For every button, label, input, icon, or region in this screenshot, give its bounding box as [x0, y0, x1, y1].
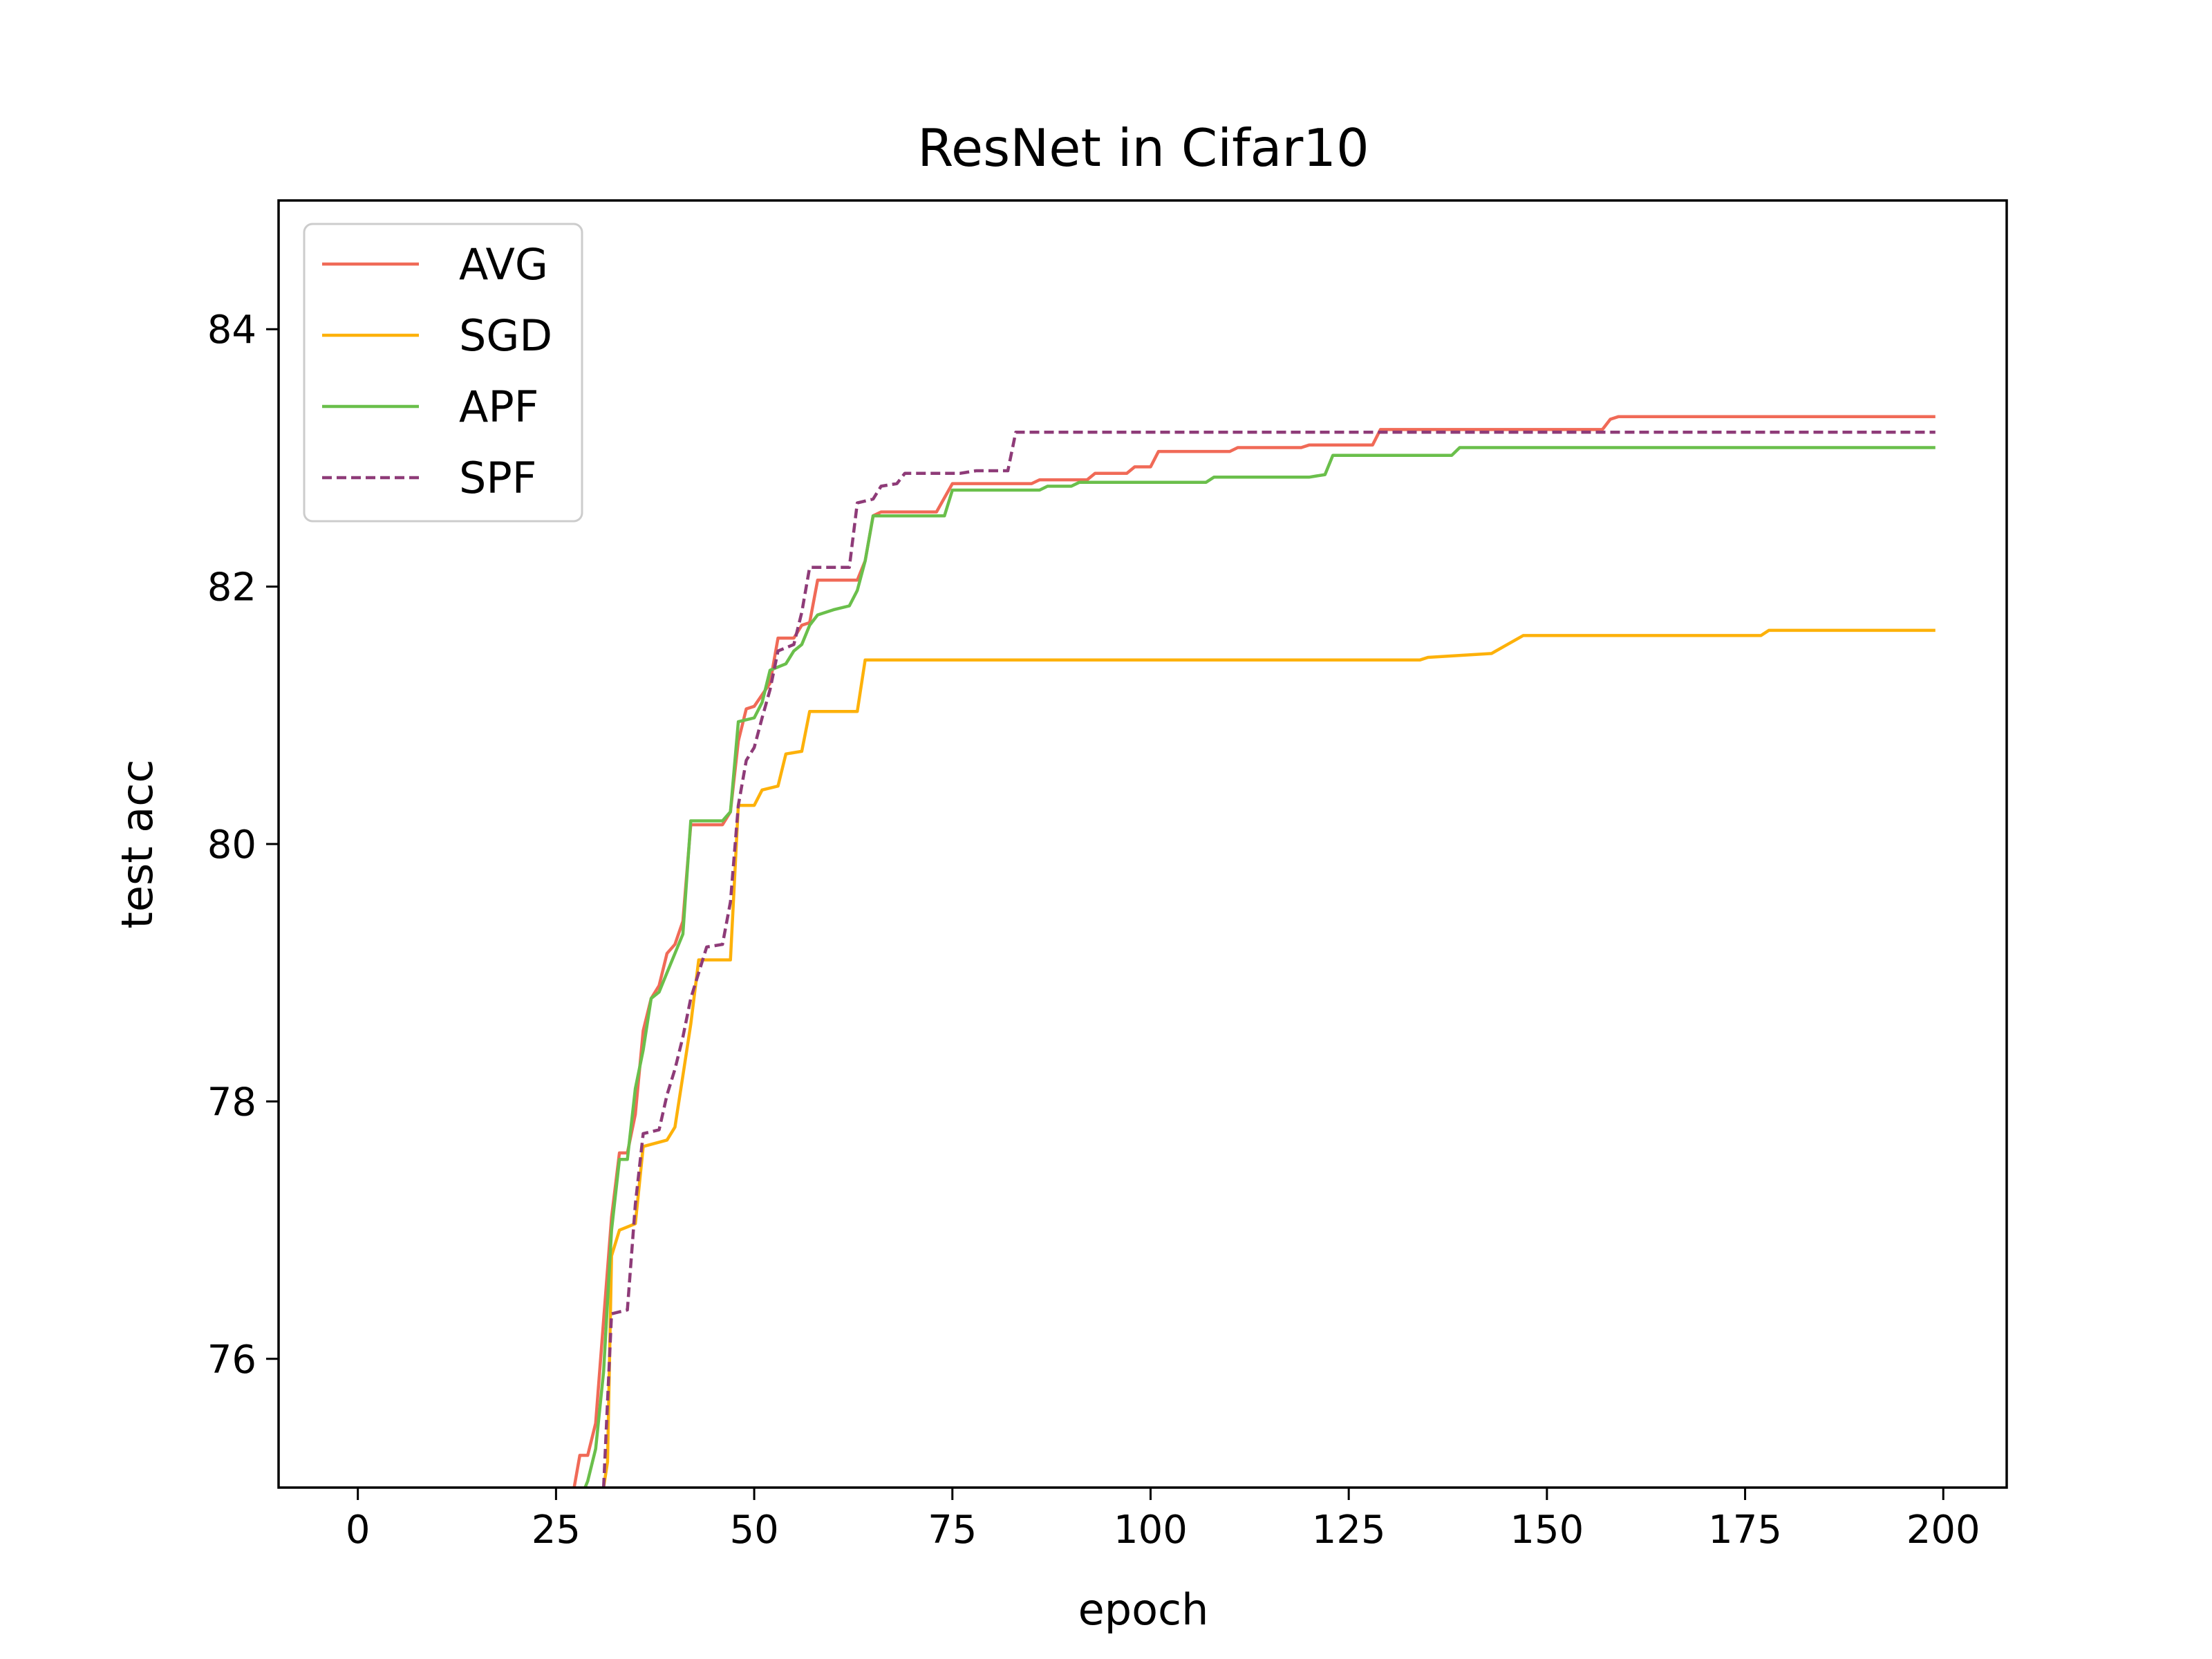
legend: AVG SGD APF SPF	[303, 223, 583, 523]
series-line-apf	[583, 446, 1936, 1488]
series-line-sgd	[601, 628, 1936, 1488]
series-line-spf	[601, 430, 1936, 1488]
y-axis-ticks: 76 78 80 82 84	[207, 308, 279, 1382]
y-tick-label: 78	[207, 1080, 256, 1125]
chart-title: ResNet in Cifar10	[917, 118, 1369, 178]
x-axis-ticks: 0 25 50 75 100 125 150 175 200	[346, 1488, 1980, 1553]
legend-box	[303, 223, 583, 523]
legend-label-avg: AVG	[459, 239, 548, 290]
x-tick-label: 25	[532, 1508, 581, 1553]
legend-label-apf: APF	[459, 382, 538, 432]
y-tick-label: 80	[207, 823, 256, 868]
legend-label-spf: SPF	[459, 453, 536, 503]
x-tick-label: 50	[729, 1508, 778, 1553]
y-tick-label: 76	[207, 1338, 256, 1382]
series-lines	[572, 415, 1936, 1488]
x-tick-label: 125	[1312, 1508, 1386, 1553]
legend-label-sgd: SGD	[459, 310, 552, 361]
y-tick-label: 84	[207, 308, 256, 353]
x-tick-label: 150	[1510, 1508, 1584, 1553]
y-axis-label: test acc	[112, 760, 162, 929]
x-tick-label: 175	[1708, 1508, 1782, 1553]
x-tick-label: 0	[346, 1508, 371, 1553]
x-tick-label: 100	[1114, 1508, 1188, 1553]
x-axis-label: epoch	[1078, 1584, 1209, 1635]
y-tick-label: 82	[207, 565, 256, 610]
x-tick-label: 200	[1906, 1508, 1980, 1553]
x-tick-label: 75	[928, 1508, 977, 1553]
